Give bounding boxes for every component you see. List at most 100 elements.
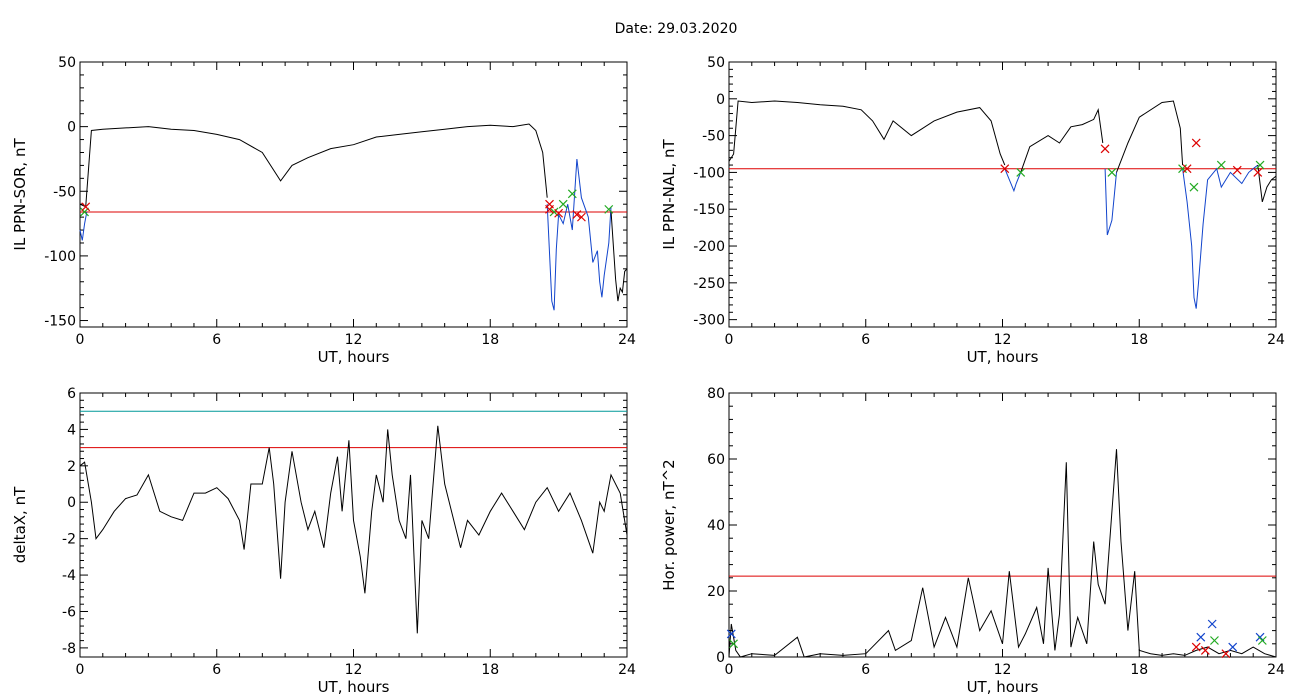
marker-stroke	[558, 199, 568, 209]
x-axis-label: UT, hours	[318, 348, 390, 366]
series-line	[1182, 164, 1259, 309]
x-tick-label: 0	[725, 662, 734, 678]
event-marker	[545, 204, 554, 214]
event-marker	[80, 207, 89, 217]
marker-stroke	[572, 210, 582, 219]
y-tick-label: -8	[62, 641, 76, 657]
event-marker	[81, 202, 91, 212]
marker-stroke	[1255, 160, 1265, 170]
x-tick-label: 24	[618, 332, 636, 348]
event-marker	[558, 199, 568, 209]
series-line	[728, 449, 1277, 658]
plot-frame	[79, 392, 628, 658]
y-tick-label: -50	[702, 129, 725, 145]
marker-stroke	[1228, 642, 1238, 652]
y-tick-label: 50	[58, 55, 76, 71]
y-tick-label: 40	[707, 518, 725, 534]
event-marker	[572, 210, 582, 219]
marker-stroke	[1196, 632, 1206, 642]
y-tick-label: 6	[67, 386, 76, 402]
event-marker	[1228, 642, 1238, 652]
x-tick-label: 6	[861, 662, 870, 678]
y-axis-label: Hor. power, nT^2	[660, 459, 678, 590]
event-marker	[576, 212, 586, 222]
event-marker	[1207, 619, 1217, 629]
marker-stroke	[1182, 164, 1192, 174]
event-marker	[1191, 642, 1201, 652]
panel-il-ppn-nal: 0 6 12 18 24 50 0 -50 -100 -150 -200 -250 -300 UT, ho…	[660, 55, 1285, 366]
y-axis-label: IL PPN-NAL, nT	[660, 139, 678, 250]
y-tick-label: 2	[67, 459, 76, 475]
event-marker	[1210, 636, 1219, 645]
x-tick-label: 6	[861, 332, 870, 348]
panel-deltax: 0 6 12 18 24 6 4 2 0 -2 -4 -6 -8 UT, hours deltaX, nT	[11, 386, 636, 696]
x-tick-label: 12	[994, 332, 1012, 348]
marker-stroke	[1232, 165, 1242, 175]
series-line	[1116, 100, 1184, 173]
marker-stroke	[729, 639, 738, 649]
y-tick-label: 0	[716, 650, 725, 666]
series-line	[1104, 168, 1117, 236]
event-marker	[1100, 144, 1110, 154]
series-line	[610, 210, 628, 302]
marker-stroke	[1200, 645, 1210, 655]
y-tick-label: 0	[716, 92, 725, 108]
marker-stroke	[1255, 632, 1265, 642]
y-tick-label: -2	[62, 532, 76, 548]
event-marker	[554, 208, 564, 218]
marker-stroke	[1257, 636, 1267, 645]
event-marker	[1000, 164, 1010, 174]
event-marker	[1255, 160, 1265, 170]
x-tick-label: 0	[725, 332, 734, 348]
y-tick-label: -150	[693, 202, 725, 218]
marker-stroke	[726, 629, 736, 639]
x-tick-label: 12	[345, 662, 363, 678]
x-axis-label: UT, hours	[967, 348, 1039, 366]
marker-stroke	[80, 207, 89, 217]
marker-stroke	[545, 204, 554, 214]
y-tick-label: 50	[707, 55, 725, 71]
marker-stroke	[81, 202, 91, 212]
series-line	[79, 425, 628, 634]
y-tick-label: 0	[67, 495, 76, 511]
marker-stroke	[554, 208, 564, 218]
marker-stroke	[1189, 182, 1199, 192]
y-tick-label: -250	[693, 276, 725, 292]
event-marker	[1107, 167, 1117, 177]
x-tick-label: 0	[76, 662, 85, 678]
event-marker	[1191, 138, 1201, 148]
x-tick-label: 12	[994, 662, 1012, 678]
y-axis-label: IL PPN-SOR, nT	[11, 138, 29, 251]
marker-stroke	[576, 212, 586, 222]
plot-frame	[728, 392, 1277, 658]
y-tick-label: 80	[707, 386, 725, 402]
y-tick-label: -300	[693, 313, 725, 329]
marker-stroke	[1253, 167, 1263, 177]
event-marker	[1196, 632, 1206, 642]
x-tick-label: 18	[481, 332, 499, 348]
x-tick-label: 24	[1267, 332, 1285, 348]
event-marker	[1257, 636, 1267, 645]
series-line	[1004, 168, 1022, 193]
marker-stroke	[1207, 619, 1217, 629]
series-line	[79, 123, 548, 208]
plot-frame	[79, 61, 628, 328]
marker-stroke	[1107, 167, 1117, 177]
y-tick-label: -50	[53, 184, 76, 200]
x-tick-label: 18	[1130, 332, 1148, 348]
x-axis-label: UT, hours	[318, 678, 390, 696]
x-tick-label: 24	[1267, 662, 1285, 678]
y-tick-label: 0	[67, 120, 76, 136]
event-marker	[1216, 160, 1226, 170]
y-tick-label: -4	[62, 568, 76, 584]
event-marker	[1232, 165, 1242, 175]
marker-stroke	[604, 204, 614, 214]
event-marker	[1189, 182, 1199, 192]
panel-hor-power: 0 6 12 18 24 80 60 40 20 0 UT, hours Hor. power, nT…	[660, 386, 1285, 696]
panel-il-ppn-sor: 0 6 12 18 24 50 0 -50 -100 -150 UT, hours IL PPN-SO…	[11, 55, 636, 366]
event-marker	[726, 629, 736, 639]
marker-stroke	[1210, 636, 1219, 645]
series-line	[1020, 108, 1104, 173]
event-marker	[1253, 167, 1263, 177]
